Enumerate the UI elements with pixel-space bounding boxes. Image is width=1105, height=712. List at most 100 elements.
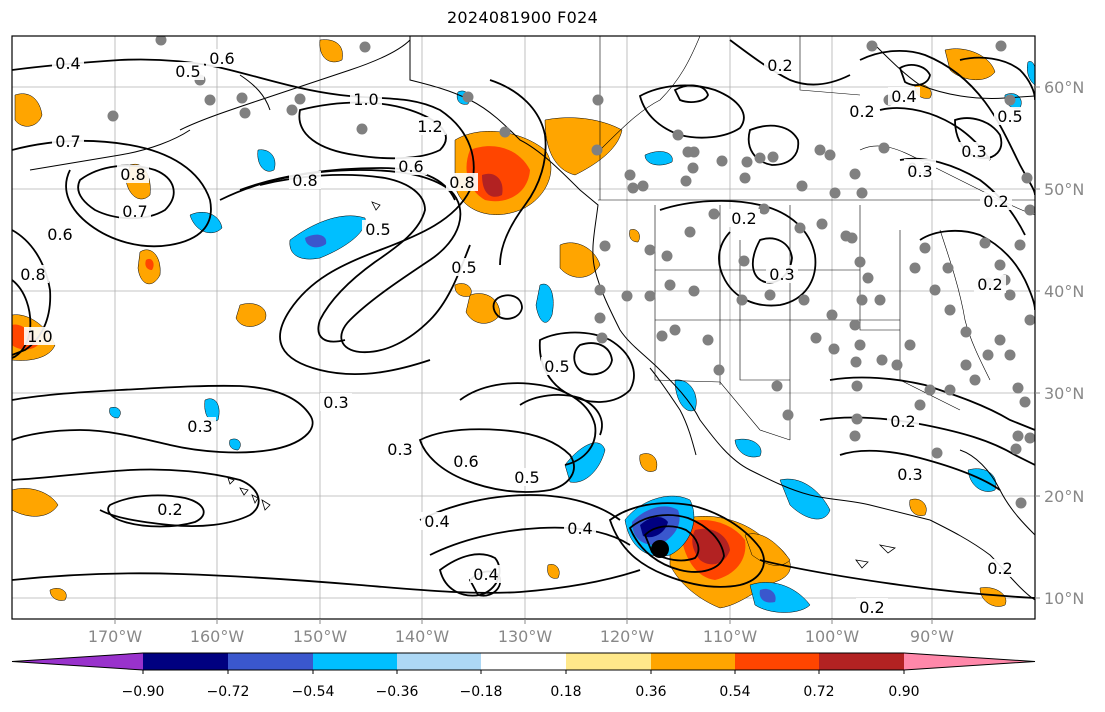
colorbar-segment [143, 653, 228, 670]
station-dot [1012, 382, 1024, 394]
contour-label: 1.2 [417, 117, 442, 136]
station-dot [924, 384, 936, 396]
station-dot [1024, 432, 1035, 444]
station-dot [919, 242, 931, 254]
station-dot [239, 107, 251, 119]
storm-center-icon [651, 540, 669, 558]
station-dot [713, 364, 725, 376]
contour-labels: 0.4 0.5 0.6 0.7 1.0 0.8 0.6 0.8 0.7 1.0 1.2 0.6 0.8 0… [17, 49, 1026, 617]
contour-label: 0.3 [769, 265, 794, 284]
station-dot [499, 126, 511, 138]
station-dot [794, 222, 806, 234]
contour-label: 0.6 [209, 49, 234, 68]
contour-label: 0.2 [849, 102, 874, 121]
contour-label: 0.2 [890, 412, 915, 431]
contour-label: 0.8 [20, 265, 45, 284]
station-dot [1024, 204, 1035, 216]
station-dot [994, 259, 1006, 271]
station-dot [944, 304, 956, 316]
colorbar-tick-label: 0.54 [719, 684, 750, 700]
colorbar-segment [735, 653, 819, 670]
station-dot [849, 168, 861, 180]
longitude-tick-label: 110°W [703, 627, 758, 646]
station-dot [840, 230, 852, 242]
contour-label: 0.6 [453, 452, 478, 471]
contour-label: 0.2 [767, 56, 792, 75]
contour-label: 0.4 [55, 54, 80, 73]
station-dot [878, 142, 890, 154]
map-border [11, 35, 1036, 620]
contour-label: 0.3 [907, 162, 932, 181]
contour-label: 0.2 [731, 209, 756, 228]
latitude-tick-label: 10°N [1044, 589, 1084, 608]
station-dot [866, 40, 878, 52]
station-dot [876, 354, 888, 366]
station-dot [739, 172, 751, 184]
station-dot [826, 309, 838, 321]
colorbar-segment [397, 653, 481, 670]
station-dot [1012, 430, 1024, 442]
station-dot [621, 290, 633, 302]
contour-label: 0.4 [473, 565, 498, 584]
contour-label: 0.2 [987, 559, 1012, 578]
contour-label: 0.6 [47, 225, 72, 244]
station-dot [754, 152, 766, 164]
longitude-tick-label: 140°W [395, 627, 450, 646]
station-dot [909, 262, 921, 274]
station-dot [960, 326, 972, 338]
station-dot [592, 94, 604, 106]
station-dot [979, 237, 991, 249]
station-dot [851, 413, 863, 425]
colorbar: −0.90 −0.72 −0.54 −0.36 −0.18 0.18 0.36 0.54 0.7… [11, 652, 1036, 700]
contour-label: 0.2 [157, 500, 182, 519]
station-dot [1004, 289, 1016, 301]
station-dot [782, 409, 794, 421]
station-dot [856, 294, 868, 306]
station-dot [874, 294, 886, 306]
station-dot [624, 169, 636, 181]
contour-label: 0.7 [122, 202, 147, 221]
station-dot [824, 149, 836, 161]
longitude-tick-label: 90°W [910, 627, 954, 646]
contour-label: 1.0 [27, 327, 52, 346]
station-dot [644, 290, 656, 302]
contour-label: 0.3 [387, 440, 412, 459]
contour-label: 0.8 [120, 165, 145, 184]
colorbar-segment [228, 653, 313, 670]
coastlines [29, 36, 1035, 601]
station-dot [738, 255, 750, 267]
station-dot [204, 94, 216, 106]
negative-anomaly-areas [109, 61, 1035, 613]
station-dot [944, 384, 956, 396]
station-dot [594, 284, 606, 296]
station-dot [771, 380, 783, 392]
latitude-tick-label: 20°N [1044, 487, 1084, 506]
station-dot [854, 256, 866, 268]
map-title: 2024081900 F024 [446, 8, 599, 27]
station-dot [644, 244, 656, 256]
colorbar-segment [481, 653, 566, 670]
station-dot [862, 272, 874, 284]
latitude-tick-label: 50°N [1044, 180, 1084, 199]
station-dot [1021, 172, 1033, 184]
station-dot [995, 40, 1007, 52]
colorbar-tick-label: −0.90 [122, 684, 165, 700]
colorbar-tick-label: 0.90 [888, 684, 919, 700]
contour-label: 0.6 [398, 157, 423, 176]
station-dot [637, 180, 649, 192]
latitude-axis: 60°N 50°N 40°N 30°N 20°N 10°N [1035, 78, 1084, 608]
station-dot [856, 187, 868, 199]
station-dot [599, 240, 611, 252]
station-dot [904, 339, 916, 351]
map-panel: 0.4 0.5 0.6 0.7 1.0 0.8 0.6 0.8 0.7 1.0 1.2 0.6 0.8 0… [12, 36, 1035, 619]
colorbar-tick-label: 0.36 [635, 684, 666, 700]
colorbar-tick-label: −0.72 [207, 684, 250, 700]
station-dot [814, 144, 826, 156]
colorbar-tick-label: −0.18 [460, 684, 503, 700]
station-dot [708, 208, 720, 220]
station-dot [702, 334, 714, 346]
contour-label: 0.8 [292, 171, 317, 190]
longitude-tick-label: 100°W [805, 627, 860, 646]
colorbar-tick-label: −0.54 [292, 684, 335, 700]
